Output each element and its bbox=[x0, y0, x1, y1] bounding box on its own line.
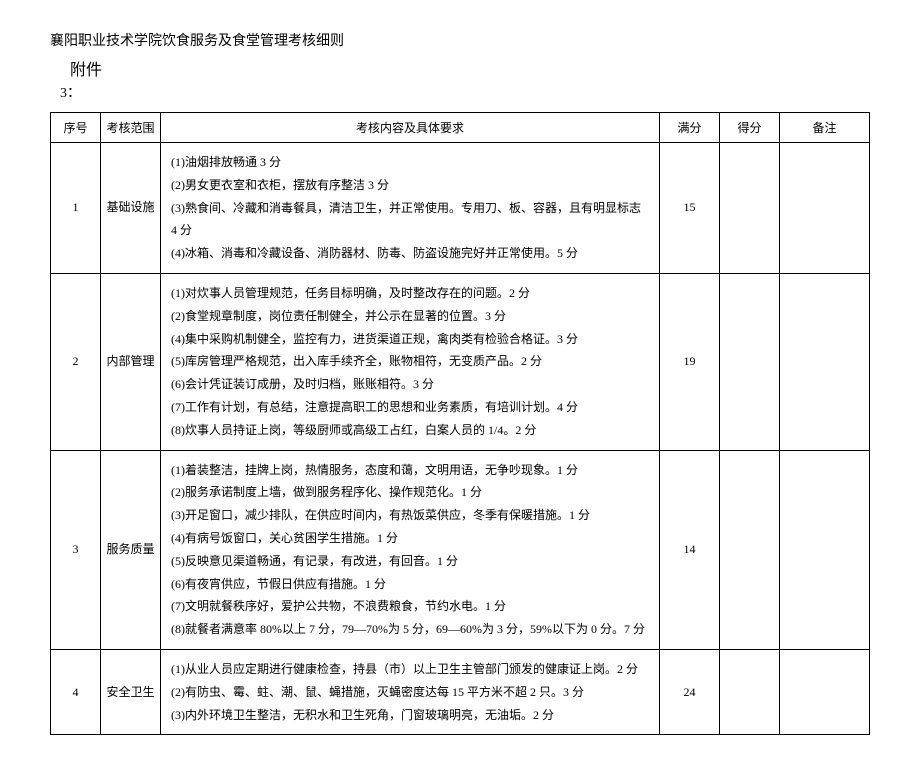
content-cell: (1)着装整洁，挂牌上岗，热情服务，态度和蔼，文明用语，无争吵现象。1 分(2)… bbox=[161, 450, 660, 649]
header-seq: 序号 bbox=[51, 113, 101, 143]
content-line: (1)油烟排放畅通 3 分 bbox=[171, 151, 649, 174]
header-remark: 备注 bbox=[780, 113, 870, 143]
table-row: 3服务质量(1)着装整洁，挂牌上岗，热情服务，态度和蔼，文明用语，无争吵现象。1… bbox=[51, 450, 870, 649]
seq-cell: 4 bbox=[51, 649, 101, 734]
content-line: (3)内外环境卫生整洁，无积水和卫生死角，门窗玻璃明亮，无油垢。2 分 bbox=[171, 704, 649, 727]
content-cell: (1)对炊事人员管理规范，任务目标明确，及时整改存在的问题。2 分(2)食堂规章… bbox=[161, 273, 660, 450]
attachment-label: 附件 bbox=[70, 56, 870, 80]
header-score: 得分 bbox=[720, 113, 780, 143]
seq-cell: 2 bbox=[51, 273, 101, 450]
content-line: (6)有夜宵供应，节假日供应有措施。1 分 bbox=[171, 573, 649, 596]
full-cell: 19 bbox=[660, 273, 720, 450]
header-full: 满分 bbox=[660, 113, 720, 143]
remark-cell bbox=[780, 649, 870, 734]
content-line: (3)开足窗口，减少排队，在供应时间内，有热饭菜供应，冬季有保暖措施。1 分 bbox=[171, 504, 649, 527]
header-scope: 考核范围 bbox=[101, 113, 161, 143]
content-line: (4)集中采购机制健全，监控有力，进货渠道正规，禽肉类有检验合格证。3 分 bbox=[171, 328, 649, 351]
seq-cell: 1 bbox=[51, 143, 101, 274]
content-line: (1)从业人员应定期进行健康检查，持县（市）以上卫生主管部门颁发的健康证上岗。2… bbox=[171, 658, 649, 681]
remark-cell bbox=[780, 143, 870, 274]
full-cell: 24 bbox=[660, 649, 720, 734]
content-line: (4)有病号饭窗口，关心贫困学生措施。1 分 bbox=[171, 527, 649, 550]
table-row: 4安全卫生 (1)从业人员应定期进行健康检查，持县（市）以上卫生主管部门颁发的健康… bbox=[51, 649, 870, 734]
table-header-row: 序号 考核范围 考核内容及具体要求 满分 得分 备注 bbox=[51, 113, 870, 143]
table-body: 1基础设施(1)油烟排放畅通 3 分(2)男女更衣室和衣柜，摆放有序整洁 3 分… bbox=[51, 143, 870, 735]
remark-cell bbox=[780, 450, 870, 649]
table-row: 2内部管理(1)对炊事人员管理规范，任务目标明确，及时整改存在的问题。2 分(2… bbox=[51, 273, 870, 450]
score-cell bbox=[720, 143, 780, 274]
scope-cell: 服务质量 bbox=[101, 450, 161, 649]
score-cell bbox=[720, 649, 780, 734]
content-cell: (1)油烟排放畅通 3 分(2)男女更衣室和衣柜，摆放有序整洁 3 分(3)熟食… bbox=[161, 143, 660, 274]
attachment-number: 3： bbox=[60, 82, 870, 102]
score-cell bbox=[720, 450, 780, 649]
document-title: 襄阳职业技术学院饮食服务及食堂管理考核细则 bbox=[50, 30, 870, 50]
content-line: (5)反映意见渠道畅通，有记录，有改进，有回音。1 分 bbox=[171, 550, 649, 573]
content-line: (6)会计凭证装订成册，及时归档，账账相符。3 分 bbox=[171, 373, 649, 396]
content-line: (2)服务承诺制度上墙，做到服务程序化、操作规范化。1 分 bbox=[171, 481, 649, 504]
content-line: (4)冰箱、消毒和冷藏设备、消防器材、防毒、防盗设施完好并正常使用。5 分 bbox=[171, 242, 649, 265]
content-line: (2)男女更衣室和衣柜，摆放有序整洁 3 分 bbox=[171, 174, 649, 197]
assessment-table: 序号 考核范围 考核内容及具体要求 满分 得分 备注 1基础设施(1)油烟排放畅… bbox=[50, 112, 870, 735]
content-cell: (1)从业人员应定期进行健康检查，持县（市）以上卫生主管部门颁发的健康证上岗。2… bbox=[161, 649, 660, 734]
content-line: (7)工作有计划，有总结，注意提高职工的思想和业务素质，有培训计划。4 分 bbox=[171, 396, 649, 419]
full-cell: 14 bbox=[660, 450, 720, 649]
content-line: (1)着装整洁，挂牌上岗，热情服务，态度和蔼，文明用语，无争吵现象。1 分 bbox=[171, 459, 649, 482]
full-cell: 15 bbox=[660, 143, 720, 274]
content-line: (8)炊事人员持证上岗，等级厨师或高级工占红，白案人员的 1/4。2 分 bbox=[171, 419, 649, 442]
table-row: 1基础设施(1)油烟排放畅通 3 分(2)男女更衣室和衣柜，摆放有序整洁 3 分… bbox=[51, 143, 870, 274]
content-line: (2)食堂规章制度，岗位责任制健全，并公示在显著的位置。3 分 bbox=[171, 305, 649, 328]
content-line: (3)熟食间、冷藏和消毒餐具，清洁卫生，并正常使用。专用刀、板、容器，且有明显标… bbox=[171, 197, 649, 243]
scope-cell: 内部管理 bbox=[101, 273, 161, 450]
score-cell bbox=[720, 273, 780, 450]
scope-cell: 安全卫生 bbox=[101, 649, 161, 734]
scope-cell: 基础设施 bbox=[101, 143, 161, 274]
seq-cell: 3 bbox=[51, 450, 101, 649]
content-line: (1)对炊事人员管理规范，任务目标明确，及时整改存在的问题。2 分 bbox=[171, 282, 649, 305]
remark-cell bbox=[780, 273, 870, 450]
header-content: 考核内容及具体要求 bbox=[161, 113, 660, 143]
content-line: (2)有防虫、霉、蛀、潮、鼠、蝇措施，灭蝇密度达每 15 平方米不超 2 只。3… bbox=[171, 681, 649, 704]
content-line: (8)就餐者满意率 80%以上 7 分，79—70%为 5 分，69—60%为 … bbox=[171, 618, 649, 641]
content-line: (7)文明就餐秩序好，爱护公共物，不浪费粮食，节约水电。1 分 bbox=[171, 595, 649, 618]
content-line: (5)库房管理严格规范，出入库手续齐全，账物相符，无变质产品。2 分 bbox=[171, 350, 649, 373]
